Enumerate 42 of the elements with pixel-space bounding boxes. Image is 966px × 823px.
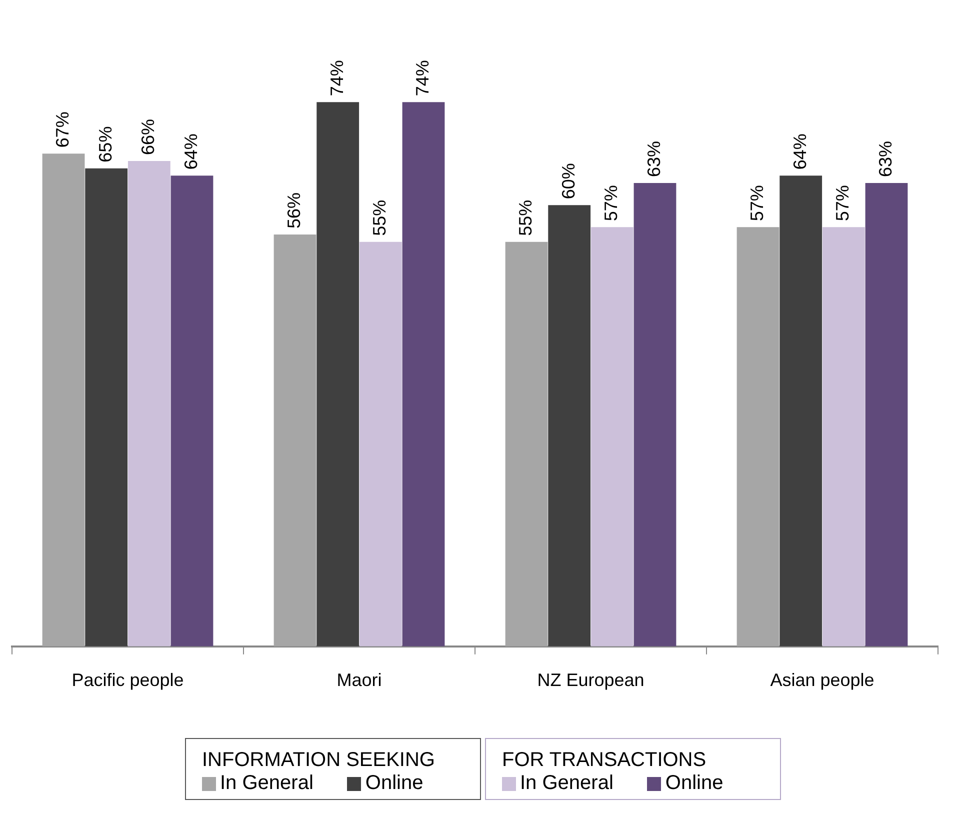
legend-label: In General [220,772,314,795]
bar [42,154,85,646]
x-tick-label: NZ European [537,670,644,690]
bar [274,234,316,646]
text: FOR TRANSACTIONS [502,749,708,772]
legend-label: Online [665,772,724,795]
x-tick-label: Pacific people [72,670,184,690]
data-label: 63% [644,141,664,178]
bar [780,176,822,646]
x-tick-label: Asian people [770,670,874,690]
bar [822,227,865,646]
data-label: 74% [326,60,347,96]
legend-label: Online [365,772,424,795]
data-label: 60% [558,163,578,200]
bar [634,183,676,646]
bar [505,242,548,646]
data-label: 64% [790,134,810,170]
data-label: 55% [370,200,390,236]
legend-label: In General [520,772,614,795]
bar [85,168,128,646]
data-label: 57% [832,185,853,222]
bar [316,102,360,646]
bar [736,227,780,646]
bar [548,205,591,646]
data-label: 55% [515,200,536,236]
data-label: 67% [52,112,72,148]
bar [128,160,170,646]
bar [865,183,908,646]
bar [590,227,634,646]
bar [359,242,402,646]
data-label: 66% [138,118,158,155]
data-label: 63% [875,141,896,178]
bar [170,176,214,646]
x-tick-label: Maori [336,670,382,690]
data-label: 65% [95,126,116,162]
data-label: 57% [746,185,767,222]
bar [402,102,445,646]
data-label: 74% [412,60,432,96]
text: INFORMATION SEEKING [202,749,436,772]
data-label: 57% [601,185,622,222]
data-label: 56% [284,192,304,229]
data-label: 64% [180,134,201,170]
